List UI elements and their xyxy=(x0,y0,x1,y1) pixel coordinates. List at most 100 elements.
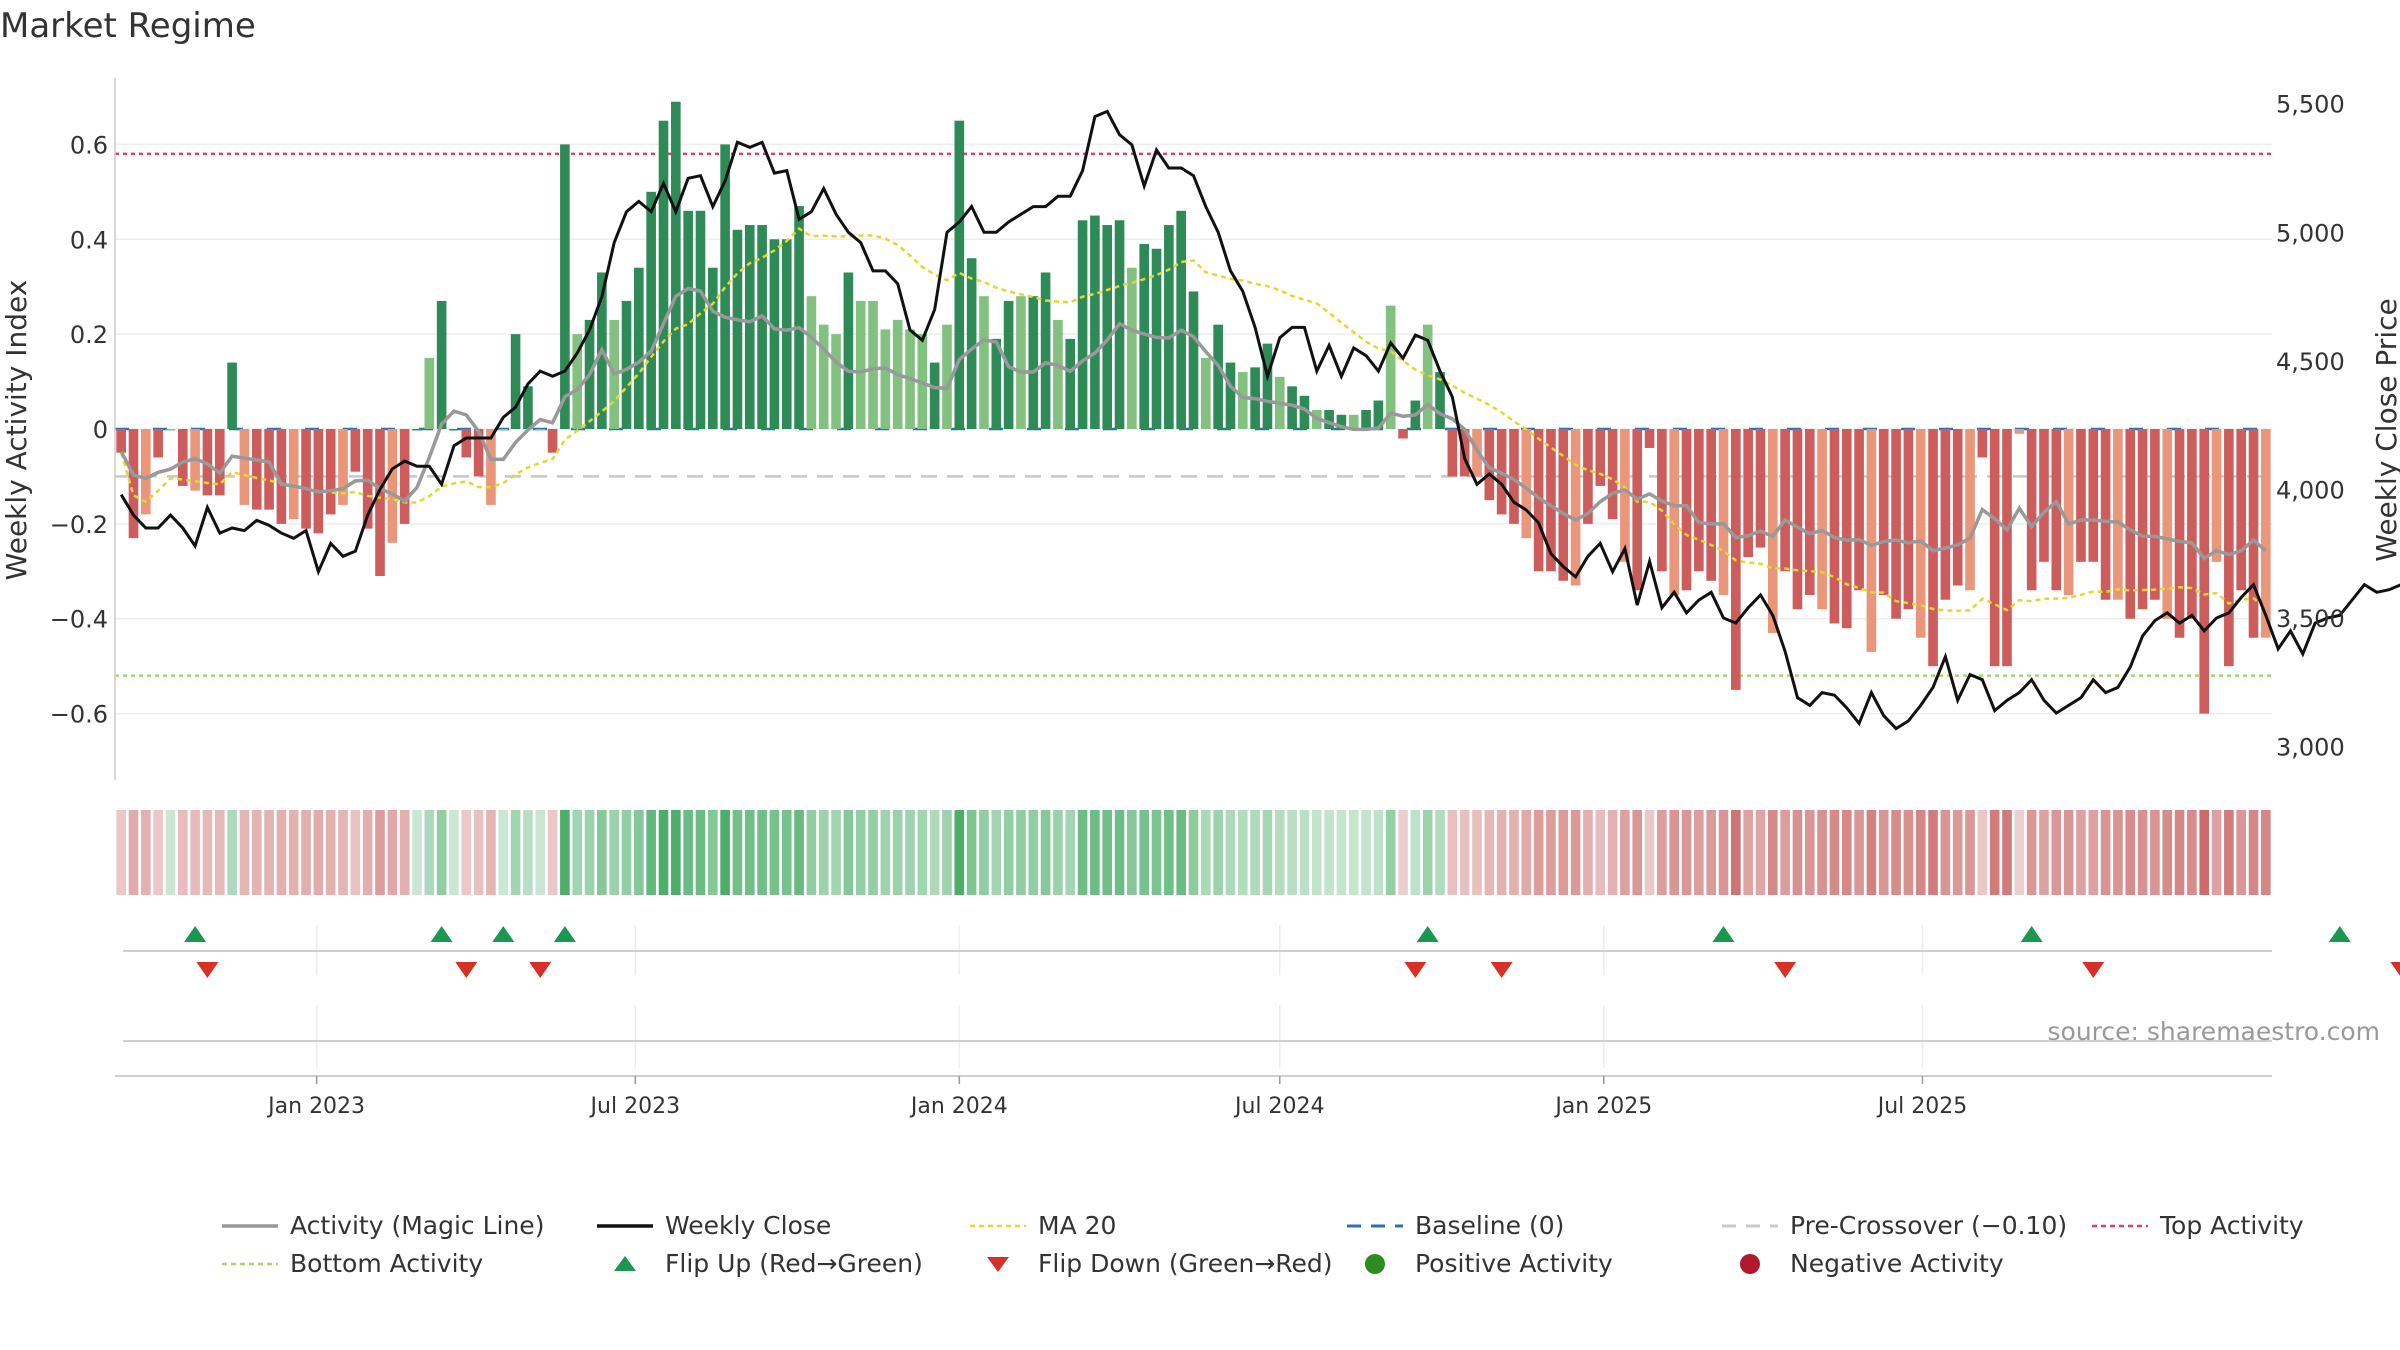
right-tick-label: 3,500 xyxy=(2276,605,2345,633)
activity-bar xyxy=(350,429,361,472)
legend-label: Flip Up (Red→Green) xyxy=(665,1249,923,1278)
regime-strip-cell xyxy=(510,810,521,895)
activity-bar xyxy=(707,267,718,429)
regime-strip-cell xyxy=(2137,810,2148,895)
regime-strip-cell xyxy=(1484,810,1495,895)
activity-bar xyxy=(1040,272,1051,429)
activity-bar xyxy=(1829,429,1840,624)
activity-bar xyxy=(1866,429,1877,652)
regime-strip-cell xyxy=(214,810,225,895)
legend-item: MA 20 xyxy=(968,1211,1116,1240)
regime-strip-cell xyxy=(2076,810,2086,895)
regime-strip-cell xyxy=(1792,810,1803,895)
activity-bar xyxy=(1644,429,1655,448)
regime-strip-cell xyxy=(2150,810,2160,895)
activity-bar xyxy=(1694,429,1704,572)
regime-strip-cell xyxy=(794,810,804,895)
activity-bar xyxy=(2088,429,2099,562)
regime-strip-cell xyxy=(2261,810,2271,895)
regime-strip-cell xyxy=(868,810,878,895)
left-tick-label: 0.4 xyxy=(70,226,108,254)
regime-strip-cell xyxy=(707,810,718,895)
regime-strip-cell xyxy=(1780,810,1790,895)
activity-bar xyxy=(177,429,188,486)
regime-strip-cell xyxy=(732,810,743,895)
activity-bar xyxy=(1755,429,1766,548)
x-tick-label: Jul 2023 xyxy=(589,1094,681,1119)
regime-strip-cell xyxy=(942,810,952,895)
activity-bar xyxy=(2039,429,2049,562)
regime-strip-cell xyxy=(1164,810,1174,895)
activity-bar xyxy=(1841,429,1852,629)
regime-strip-cell xyxy=(757,810,767,895)
activity-bar xyxy=(1570,429,1581,586)
regime-strip-cell xyxy=(1176,810,1186,895)
legend-item: Positive Activity xyxy=(1345,1249,1613,1278)
regime-strip-cell xyxy=(251,810,262,895)
activity-bar xyxy=(510,334,521,429)
activity-bar xyxy=(1669,429,1680,596)
ma20-line xyxy=(119,227,2267,612)
regime-strip-cell xyxy=(880,810,891,895)
dotted-line-icon xyxy=(220,1252,280,1276)
activity-bar xyxy=(1065,338,1076,429)
left-tick-label: 0 xyxy=(93,416,108,444)
regime-strip-cell xyxy=(1854,810,1864,895)
dotted-line-icon xyxy=(968,1214,1028,1238)
regime-strip-cell xyxy=(399,810,410,895)
regime-strip-cell xyxy=(1915,810,1926,895)
left-tick-label: −0.6 xyxy=(50,701,108,729)
activity-bar xyxy=(1952,429,1963,586)
regime-strip-cell xyxy=(929,810,940,895)
activity-bar xyxy=(325,429,336,515)
activity-bar xyxy=(1102,225,1113,429)
activity-bar xyxy=(2236,429,2246,591)
regime-strip-cell xyxy=(1065,810,1076,895)
left-axis-label: Weekly Activity Index xyxy=(0,280,33,581)
regime-strip-cell xyxy=(2026,810,2037,895)
activity-bar xyxy=(2026,429,2037,591)
solid-line-icon xyxy=(595,1214,655,1238)
activity-bar xyxy=(1127,267,1137,429)
regime-strip-cell xyxy=(572,810,583,895)
right-tick-label: 5,500 xyxy=(2276,91,2345,119)
activity-bar xyxy=(264,429,274,510)
activity-bar xyxy=(276,429,287,524)
legend-item: Top Activity xyxy=(2090,1211,2304,1240)
activity-bar xyxy=(486,429,496,505)
legend-item: Bottom Activity xyxy=(220,1249,483,1278)
series-lines xyxy=(119,109,2400,731)
regime-strip-cell xyxy=(412,810,422,895)
regime-strip-cell xyxy=(1459,810,1470,895)
regime-strip-cell xyxy=(1336,810,1347,895)
regime-strip-cell xyxy=(1731,810,1741,895)
activity-bar xyxy=(966,258,977,429)
legend-label: Top Activity xyxy=(2160,1211,2304,1240)
regime-strip-cell xyxy=(486,810,496,895)
activity-bar xyxy=(757,225,767,429)
regime-strip-cell xyxy=(264,810,274,895)
regime-strip-cell xyxy=(313,810,324,895)
right-axis-label: Weekly Close Price xyxy=(2370,298,2400,561)
regime-strip-cell xyxy=(892,810,903,895)
activity-bar xyxy=(2100,429,2111,600)
regime-strip-cell xyxy=(202,810,213,895)
regime-strip-cell xyxy=(1706,810,1716,895)
regime-strip-cell xyxy=(917,810,928,895)
activity-bar xyxy=(523,386,533,429)
regime-strip-cell xyxy=(362,810,373,895)
regime-strip-cell xyxy=(1694,810,1704,895)
regime-strip-cell xyxy=(1299,810,1310,895)
regime-strip-cell xyxy=(141,810,151,895)
right-tick-label: 4,500 xyxy=(2276,348,2345,376)
regime-strip-cell xyxy=(905,810,915,895)
regime-strip-cell xyxy=(1028,810,1039,895)
legend-label: Negative Activity xyxy=(1790,1249,2004,1278)
regime-strip-cell xyxy=(1903,810,1914,895)
activity-bar xyxy=(1164,225,1174,429)
activity-bar xyxy=(658,120,669,430)
activity-bar xyxy=(141,429,151,515)
regime-strip-cell xyxy=(1841,810,1852,895)
regime-strip-cell xyxy=(1632,810,1643,895)
activity-bar xyxy=(498,429,509,431)
